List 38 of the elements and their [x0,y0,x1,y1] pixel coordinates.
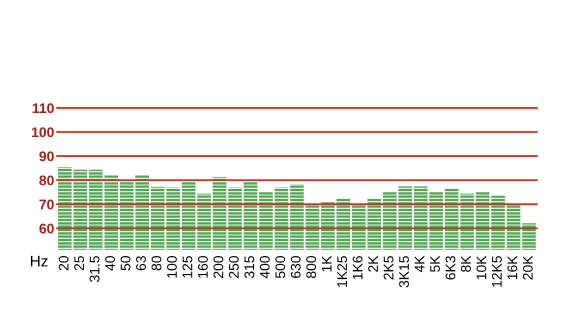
x-tick-label: 20 [58,256,69,270]
x-tick-label: 800 [306,256,316,278]
x-tick-label: 1K6 [352,256,363,280]
x-tick-label: 50 [120,256,130,270]
x-axis-title: Hz [30,256,48,266]
y-tick-label: 110 [32,103,54,114]
y-tick-label: 90 [39,151,54,162]
x-tick-label: 125 [182,256,192,278]
y-tick-label: 60 [39,224,54,234]
x-tick-label: 4K [414,256,424,272]
x-tick-label: 12K5 [492,256,502,287]
x-tick-label: 2K [368,256,378,272]
x-tick-label: 63 [136,256,146,270]
x-tick-label: 315 [244,256,254,278]
x-tick-label: 3K15 [399,256,409,288]
x-tick-label: 6K3 [446,256,456,280]
x-tick-label: 1K25 [337,256,348,287]
x-tick-label: 40 [105,256,115,271]
x-tick-label: 16K [507,256,518,280]
x-tick-label: 2K5 [384,256,394,280]
x-tick-label: 500 [275,256,286,278]
y-tick-label: 100 [32,127,54,138]
x-tick-label: 80 [152,256,162,270]
x-tick-label: 25 [74,256,84,270]
x-tick-label: 400 [260,256,270,278]
x-tick-label: 200 [213,256,224,278]
y-tick-label: 70 [39,200,54,210]
x-tick-label: 630 [290,256,301,278]
x-tick-label: 5K [430,256,440,272]
x-tick-label: 20K [522,256,533,280]
x-tick-label: 100 [167,256,177,278]
x-tick-label: 8K [461,256,471,272]
x-tick-label: 160 [198,256,208,278]
x-tick-label: 31.5 [90,256,100,282]
x-tick-label: 10K [476,256,486,280]
x-tick-label: 1K [322,256,332,272]
y-tick-label: 80 [39,175,54,186]
x-tick-label: 250 [228,256,239,278]
